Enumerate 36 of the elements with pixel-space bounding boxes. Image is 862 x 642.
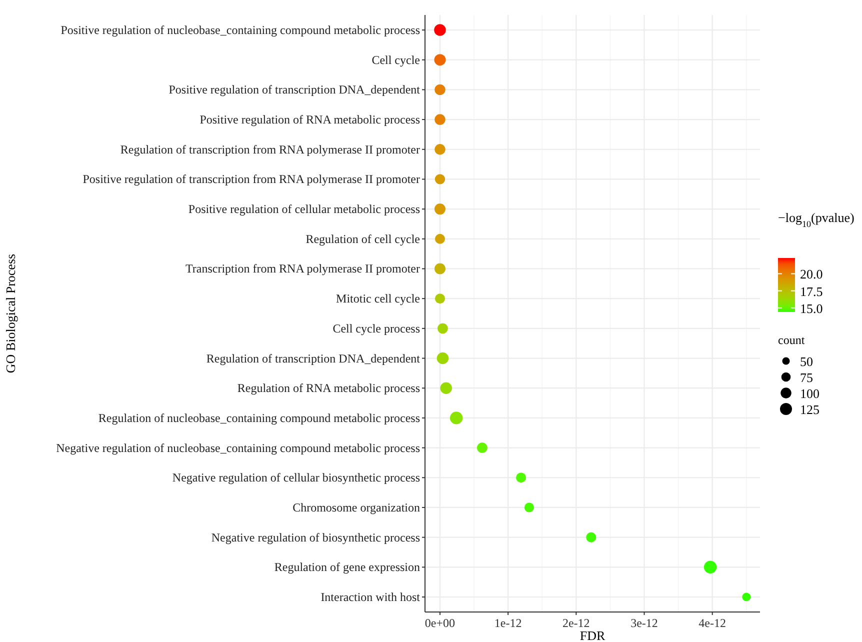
legend-label: 50: [800, 354, 813, 369]
legend-label: 125: [800, 402, 820, 417]
y-axis-title: GO Biological Process: [3, 254, 18, 374]
x-tick-label: 2e-12: [562, 616, 590, 630]
legend-title: count: [778, 333, 806, 347]
y-tick-label: Positive regulation of cellular metabolic process: [188, 202, 420, 216]
x-axis-title: FDR: [580, 628, 606, 642]
color-bar-label: 20.0: [800, 266, 823, 282]
x-tick-label: 3e-12: [630, 616, 658, 630]
legend-label: 75: [800, 370, 813, 385]
y-tick-label: Positive regulation of nucleobase_containing compound metabolic process: [60, 23, 420, 37]
color-bar-title: −log$_{10}$(pvalue): [778, 210, 854, 229]
color-bar-label: 17.5: [800, 284, 823, 299]
y-tick-label: Mitotic cell cycle: [336, 292, 420, 306]
x-tick-label: 4e-12: [698, 616, 726, 630]
y-tick-label: Negative regulation of nucleobase_containing compound metabolic process: [56, 440, 420, 455]
y-tick-label: Positive regulation of transcription from RNA polymerase II promoter: [82, 172, 420, 186]
y-tick-label: Cell cycle: [372, 52, 420, 67]
y-tick-label: Transcription from RNA polymerase II promoter: [185, 262, 420, 276]
y-tick-label: Regulation of transcription from RNA polymerase II promoter: [120, 142, 420, 156]
color-bar-label: 15.0: [800, 300, 823, 316]
y-tick-label: Negative regulation of biosynthetic process: [211, 530, 420, 544]
legend-label: 100: [800, 386, 820, 401]
y-tick-label: Regulation of cell cycle: [306, 232, 420, 246]
x-tick-label: 0e+00: [424, 616, 456, 630]
y-tick-label: Regulation of RNA metabolic process: [237, 381, 420, 396]
x-tick-label: 1e-12: [494, 616, 522, 630]
y-tick-label: Interaction with host: [320, 590, 421, 604]
y-tick-label: Negative regulation of cellular biosynthetic process: [172, 470, 420, 485]
y-tick-label: Positive regulation of transcription DNA_dependent: [168, 82, 421, 97]
y-tick-label: Regulation of gene expression: [274, 560, 420, 574]
y-tick-label: Positive regulation of RNA metabolic process: [200, 112, 420, 127]
y-tick-label: Cell cycle process: [332, 321, 420, 336]
y-tick-label: Regulation of transcription DNA_dependent: [206, 351, 421, 366]
y-tick-label: Chromosome organization: [292, 500, 420, 514]
y-tick-label: Regulation of nucleobase_containing compound metabolic process: [98, 410, 420, 425]
